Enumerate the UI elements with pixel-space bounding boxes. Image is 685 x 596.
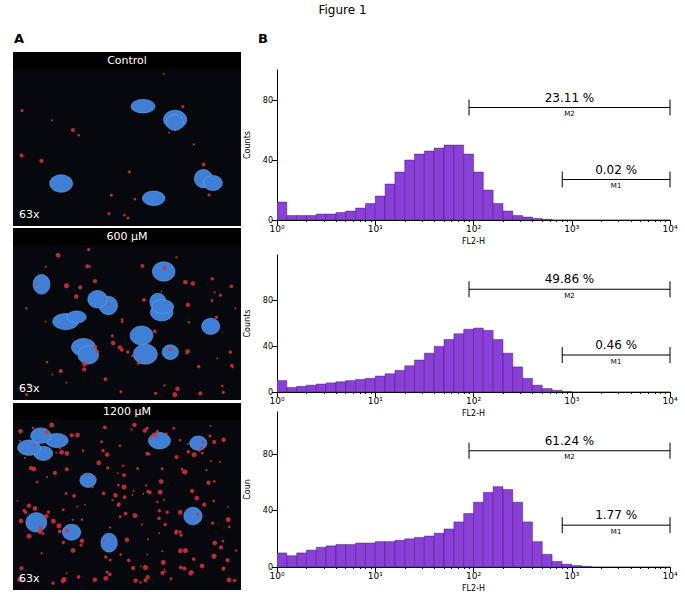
- svg-text:40: 40: [263, 156, 273, 165]
- svg-text:FL2-H: FL2-H: [462, 409, 485, 418]
- svg-text:63x: 63x: [19, 382, 40, 395]
- svg-text:61.24 %: 61.24 %: [545, 434, 595, 448]
- svg-text:Counts: Counts: [243, 131, 252, 159]
- svg-text:80: 80: [263, 450, 273, 459]
- svg-text:0: 0: [267, 215, 273, 225]
- svg-text:10¹: 10¹: [368, 396, 383, 406]
- svg-text:B: B: [258, 31, 268, 46]
- svg-text:1.77 %: 1.77 %: [595, 508, 637, 522]
- svg-text:10³: 10³: [564, 396, 579, 406]
- svg-text:FL2-H: FL2-H: [462, 584, 485, 593]
- svg-text:80: 80: [263, 296, 273, 305]
- svg-text:10²: 10²: [466, 224, 481, 234]
- svg-text:M2: M2: [564, 453, 575, 461]
- svg-text:0.46 %: 0.46 %: [595, 338, 637, 352]
- svg-text:80: 80: [263, 96, 273, 105]
- svg-text:10²: 10²: [466, 396, 481, 406]
- svg-text:10⁰: 10⁰: [269, 396, 284, 406]
- svg-text:63x: 63x: [19, 572, 40, 585]
- svg-text:Control: Control: [107, 54, 147, 67]
- svg-text:0: 0: [267, 387, 273, 397]
- svg-text:40: 40: [263, 342, 273, 351]
- svg-text:600 µM: 600 µM: [107, 230, 148, 243]
- svg-text:M1: M1: [611, 182, 622, 190]
- svg-text:A: A: [14, 31, 24, 46]
- svg-text:10⁰: 10⁰: [269, 571, 284, 581]
- svg-text:10⁴: 10⁴: [662, 396, 677, 406]
- svg-text:0.02 %: 0.02 %: [595, 163, 637, 177]
- svg-text:10⁴: 10⁴: [662, 571, 677, 581]
- svg-text:M1: M1: [611, 528, 622, 536]
- svg-text:10⁴: 10⁴: [662, 224, 677, 234]
- svg-text:10²: 10²: [466, 571, 481, 581]
- svg-text:49.86 %: 49.86 %: [545, 272, 595, 286]
- svg-text:FL2-H: FL2-H: [462, 237, 485, 246]
- svg-text:10³: 10³: [564, 224, 579, 234]
- svg-text:63x: 63x: [19, 208, 40, 221]
- svg-text:0: 0: [267, 562, 273, 572]
- svg-text:Counts: Counts: [243, 310, 252, 338]
- svg-text:10¹: 10¹: [368, 571, 383, 581]
- svg-text:Figure 1: Figure 1: [318, 3, 366, 17]
- svg-text:1200 µM: 1200 µM: [103, 405, 151, 418]
- svg-text:10³: 10³: [564, 571, 579, 581]
- svg-text:Coun: Coun: [243, 479, 252, 500]
- svg-text:M2: M2: [564, 110, 575, 118]
- svg-text:10¹: 10¹: [368, 224, 383, 234]
- svg-text:M1: M1: [611, 358, 622, 366]
- svg-text:40: 40: [263, 506, 273, 515]
- svg-text:M2: M2: [564, 292, 575, 300]
- svg-text:10⁰: 10⁰: [269, 224, 284, 234]
- svg-text:23.11 %: 23.11 %: [545, 91, 595, 105]
